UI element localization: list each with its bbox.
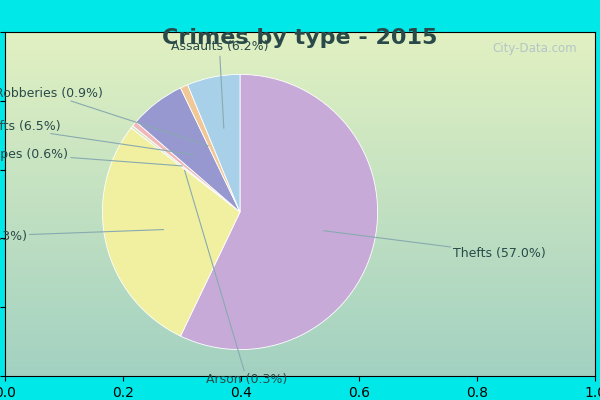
Wedge shape <box>133 122 240 212</box>
Wedge shape <box>136 88 240 212</box>
Text: Arson (0.3%): Arson (0.3%) <box>185 170 287 386</box>
Text: Thefts (57.0%): Thefts (57.0%) <box>323 231 546 260</box>
Text: Rapes (0.6%): Rapes (0.6%) <box>0 148 182 166</box>
Text: Burglaries (28.3%): Burglaries (28.3%) <box>0 230 164 243</box>
Wedge shape <box>103 128 240 336</box>
Wedge shape <box>188 74 240 212</box>
Text: City-Data.com: City-Data.com <box>493 42 577 55</box>
Text: Robberies (0.9%): Robberies (0.9%) <box>0 87 208 146</box>
Text: Auto thefts (6.5%): Auto thefts (6.5%) <box>0 120 194 155</box>
Text: Assaults (6.2%): Assaults (6.2%) <box>170 40 268 128</box>
Wedge shape <box>131 126 240 212</box>
Wedge shape <box>181 74 377 350</box>
Text: Crimes by type - 2015: Crimes by type - 2015 <box>163 28 437 48</box>
Wedge shape <box>181 85 240 212</box>
